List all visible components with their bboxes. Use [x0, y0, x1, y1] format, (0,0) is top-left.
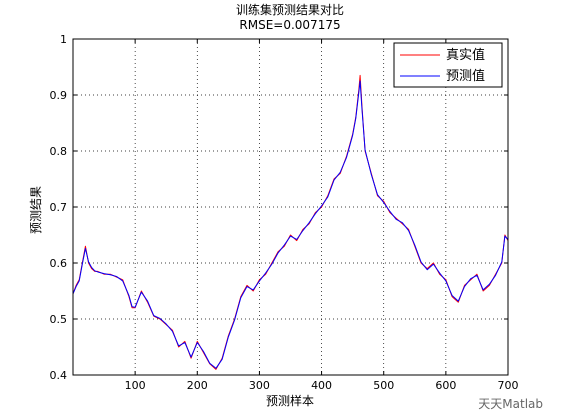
legend-label-true: 真实值 [446, 47, 485, 63]
y-tick-label: 0.9 [50, 89, 68, 102]
chart-title: 训练集预测结果对比 [236, 2, 344, 17]
y-tick-label: 0.4 [50, 369, 68, 382]
legend-label-pred: 预测值 [446, 68, 485, 84]
x-tick-label: 100 [125, 379, 146, 392]
y-tick-label: 0.7 [50, 201, 68, 214]
y-tick-label: 1 [60, 33, 67, 46]
series-lines [72, 74, 509, 370]
legend: 真实值 预测值 [393, 42, 503, 88]
watermark: 天天Matlab [478, 397, 543, 411]
x-axis-label: 预测样本 [266, 393, 314, 408]
y-tick-label: 0.6 [50, 257, 68, 270]
x-tick-label: 600 [435, 379, 456, 392]
y-axis-label: 预测结果 [29, 186, 43, 234]
y-tick-label: 0.5 [50, 313, 68, 326]
x-tick-label: 300 [249, 379, 270, 392]
series-line-true [72, 74, 509, 370]
axis-ticks: 100 200 300 400 500 600 700 0.4 0.5 0.6 0.7 0.8 0.9 1 [50, 33, 519, 392]
legend-box [393, 42, 503, 88]
series-line-predicted [72, 80, 509, 369]
x-tick-label: 700 [498, 379, 519, 392]
plot-frame [72, 38, 509, 376]
y-tick-label: 0.8 [50, 145, 68, 158]
x-tick-label: 200 [187, 379, 208, 392]
chart-subtitle: RMSE=0.007175 [239, 18, 340, 32]
x-tick-label: 500 [373, 379, 394, 392]
x-tick-label: 400 [311, 379, 332, 392]
grid-lines [73, 39, 508, 375]
